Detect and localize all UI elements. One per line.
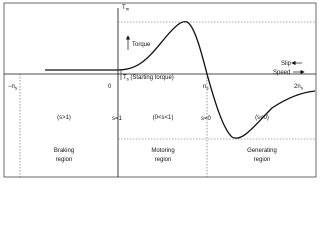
frame xyxy=(3,2,317,178)
neg-ns-label: −ns xyxy=(8,84,18,91)
torque-label: Torque xyxy=(132,42,151,48)
regions: (s>1) Braking region (0<s<1) Motoring re… xyxy=(54,115,277,163)
two-ns-label: 2ns xyxy=(294,84,304,91)
region-name: region xyxy=(254,157,271,163)
region-name: region xyxy=(155,157,172,163)
ts-label: Ts (Starting torque) xyxy=(123,75,174,82)
region-name: Motoring xyxy=(151,148,174,154)
ns-label: ns xyxy=(203,84,209,91)
zero-label: 0 xyxy=(108,84,112,90)
region-name: region xyxy=(56,157,73,163)
torque-curve xyxy=(45,20,316,139)
torque-speed-diagram: Tm Torque Slip Speed Ts (Starting torque)… xyxy=(3,2,317,178)
boundary-label: s=1 xyxy=(112,116,123,122)
slip-label: Slip xyxy=(281,61,292,67)
speed-label: Speed xyxy=(273,70,290,76)
tm-label: Tm xyxy=(122,5,130,12)
region-condition: (s<0) xyxy=(255,115,269,121)
region-name: Generating xyxy=(247,148,277,154)
boundary-label: s=0 xyxy=(201,116,212,122)
guides xyxy=(19,21,316,177)
region-condition: (0<s<1) xyxy=(153,115,174,121)
region-name: Braking xyxy=(54,148,74,154)
region-condition: (s>1) xyxy=(57,115,71,121)
